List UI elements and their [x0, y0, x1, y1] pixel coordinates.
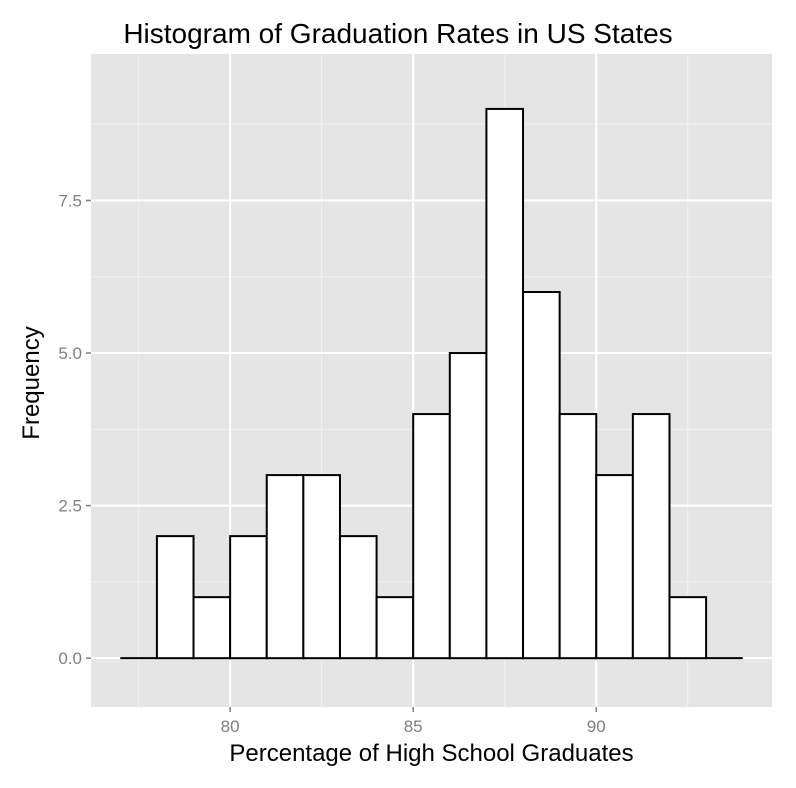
y-tick-label: 5.0	[58, 344, 82, 363]
histogram-bar	[595, 474, 634, 660]
histogram-bar	[155, 535, 195, 660]
y-tick-label: 2.5	[58, 497, 82, 516]
histogram-bar	[558, 413, 598, 660]
histogram-bar	[631, 413, 671, 660]
histogram-bar	[192, 596, 232, 660]
histogram-bar	[522, 291, 561, 660]
y-tick-label: 0.0	[58, 649, 82, 668]
histogram-bar	[302, 474, 341, 660]
histogram-bar	[668, 596, 708, 660]
histogram-bar	[265, 474, 305, 660]
chart-title: Histogram of Graduation Rates in US Stat…	[123, 18, 673, 49]
histogram-bar	[412, 413, 451, 660]
histogram-bar	[485, 107, 525, 660]
histogram-bar	[375, 596, 415, 660]
x-tick-label: 80	[221, 717, 240, 736]
y-tick-label: 7.5	[58, 191, 82, 210]
y-axis-title: Frequency	[18, 326, 45, 440]
histogram-bar	[448, 352, 488, 660]
histogram-bar	[229, 535, 268, 660]
x-axis-title: Percentage of High School Graduates	[229, 740, 634, 767]
x-tick-label: 90	[587, 717, 606, 736]
x-tick-label: 85	[404, 717, 423, 736]
histogram-bar	[338, 535, 378, 660]
